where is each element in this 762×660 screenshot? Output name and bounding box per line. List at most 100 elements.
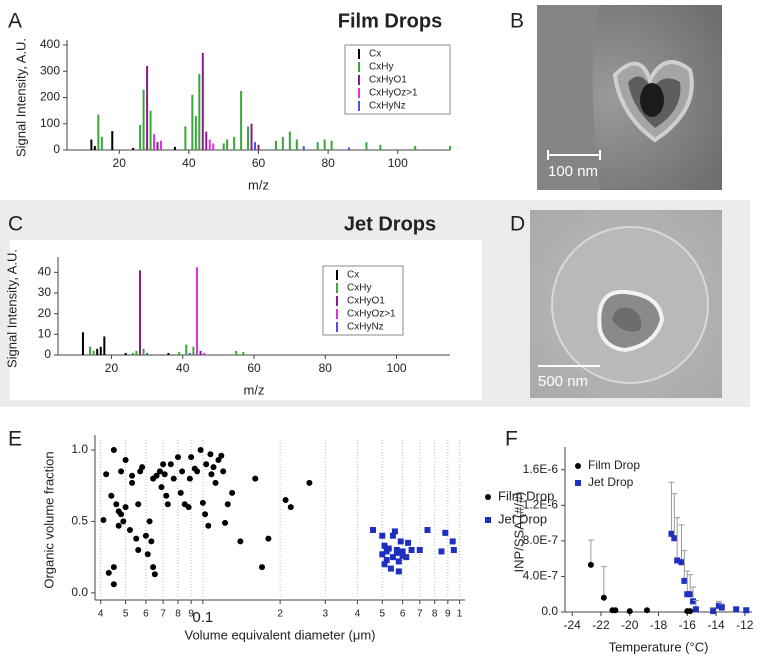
bar [295,139,298,150]
legend-label: Cx [347,270,359,281]
x-tick-label: 2 [277,609,283,620]
point [120,518,127,525]
point [282,497,289,503]
bar [226,139,229,150]
point [208,471,215,478]
y-tick-label: 30 [38,285,52,299]
x-tick-label: -20 [621,618,639,632]
bar [111,131,114,150]
point [687,608,694,615]
chart-background [10,240,482,400]
y-tick-label: 0 [44,347,51,361]
point [438,548,445,555]
y-tick-label: 40 [38,265,52,279]
point [306,479,313,486]
x-tick-label: -22 [592,618,610,632]
point [167,461,174,468]
bar [233,136,236,150]
bar [302,146,305,150]
point [156,468,163,475]
bar [414,146,417,150]
point [194,468,201,475]
point [259,564,266,571]
bar [288,131,291,150]
point [135,501,142,508]
legend-label: CxHyOz>1 [347,309,396,320]
x-tick-label: 8 [432,609,438,620]
point [403,554,410,561]
bar [254,142,257,150]
point [692,606,699,613]
bar [167,352,170,355]
panel-label: F [505,428,518,451]
legend-swatch [485,517,491,523]
x-tick-label: -12 [736,618,754,632]
y-tick-label: 20 [38,306,52,320]
point [197,447,204,453]
point [224,501,231,508]
point [379,532,386,539]
point [612,607,619,614]
bar [100,136,103,150]
x-tick-label: 60 [247,361,261,375]
point [287,504,294,511]
point [158,484,165,491]
point [110,447,117,453]
y-tick-label: 10 [38,327,52,341]
error-bar [587,539,594,565]
bar [194,115,197,150]
point [146,518,153,525]
x-tick-label: 60 [252,156,266,170]
point [105,569,112,576]
y-tick-label: 200 [40,90,60,104]
bar [330,140,333,150]
legend-label: CxHy [347,283,371,294]
error-bar [681,550,688,581]
bar [201,52,204,150]
x-axis-label: Temperature (°C) [609,639,709,654]
point [129,479,136,486]
bar [247,126,250,150]
chart-title: Jet Drops [344,213,436,235]
point [126,527,133,533]
y-axis-label: Signal Intensity, A.U. [4,249,19,368]
point [153,472,160,479]
x-tick-label: 7 [417,609,423,620]
bar [449,146,451,150]
point [587,561,594,568]
y-axis-label: Signal Intensity, A.U. [13,38,28,157]
point [163,492,170,499]
bar [138,270,141,355]
x-tick-label: 5 [123,609,129,620]
bar [379,144,382,150]
point [220,468,227,475]
point [393,547,400,553]
point [229,489,236,496]
x-axis-label: m/z [248,177,269,192]
bar [160,140,163,150]
bar [348,147,351,150]
x-tick-label: 9 [445,609,451,620]
bar [93,146,96,150]
panel-label: D [510,213,525,236]
bar [142,89,145,150]
bar [323,139,326,150]
bar [240,90,243,150]
point [379,551,386,558]
panel-label: E [8,428,22,451]
bar [89,346,92,355]
point [399,548,406,555]
point [681,577,688,584]
point [399,552,406,559]
point [203,461,210,468]
bar [135,350,138,355]
point [381,542,388,549]
bar [146,66,149,150]
y-tick-label: 1.6E-6 [523,462,559,476]
y-tick-label: 0 [53,142,60,156]
point [139,464,146,471]
bar [212,143,215,150]
x-tick-label: 4 [355,609,361,620]
bar [132,147,135,150]
scale-label: 500 nm [538,373,588,390]
